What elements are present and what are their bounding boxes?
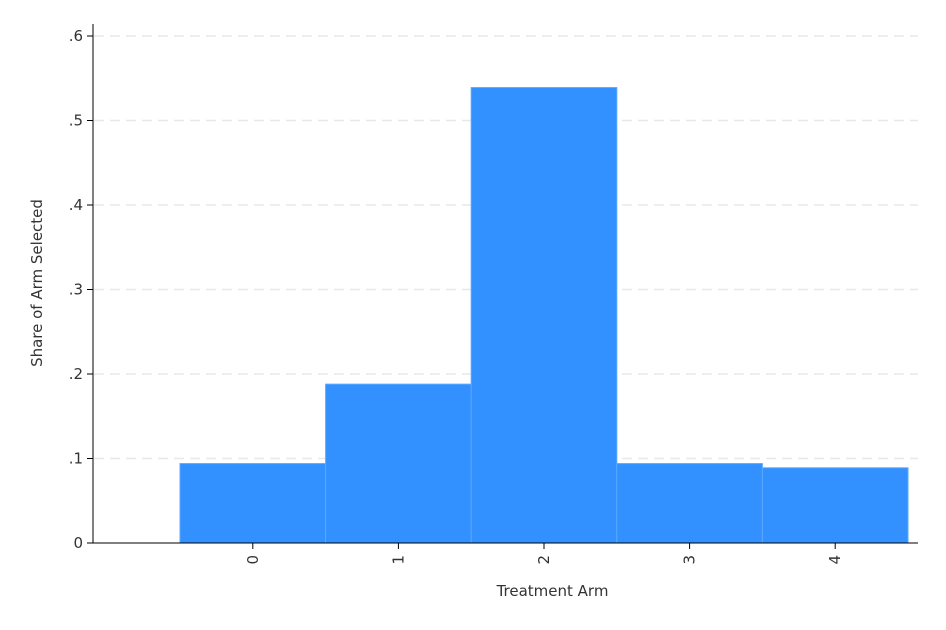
y-tick-label: .5 [69, 112, 83, 130]
bar-1 [325, 383, 472, 544]
x-axis-label: Treatment Arm [496, 582, 609, 600]
y-tick-label: .3 [69, 281, 83, 299]
y-ticks: 0 .1 .2 .3 .4 .5 .6 [69, 27, 93, 552]
x-tick-label: 4 [826, 555, 844, 565]
x-tick-label: 0 [244, 555, 262, 565]
y-axis-label: Share of Arm Selected [28, 199, 46, 367]
bar-4 [761, 467, 909, 544]
bar-2 [470, 87, 618, 544]
bars [179, 87, 909, 544]
bar-0 [179, 463, 327, 544]
x-ticks: 0 1 2 3 4 [244, 543, 844, 565]
y-tick-label: .6 [69, 27, 83, 45]
y-tick-label: .1 [69, 450, 83, 468]
y-tick-label: .2 [69, 365, 83, 383]
gridlines [94, 35, 918, 460]
y-tick-label: 0 [73, 534, 83, 552]
bar-3 [616, 463, 763, 544]
x-tick-label: 3 [681, 555, 699, 565]
x-tick-label: 1 [389, 555, 407, 565]
y-tick-label: .4 [69, 196, 83, 214]
x-tick-label: 2 [535, 555, 553, 565]
